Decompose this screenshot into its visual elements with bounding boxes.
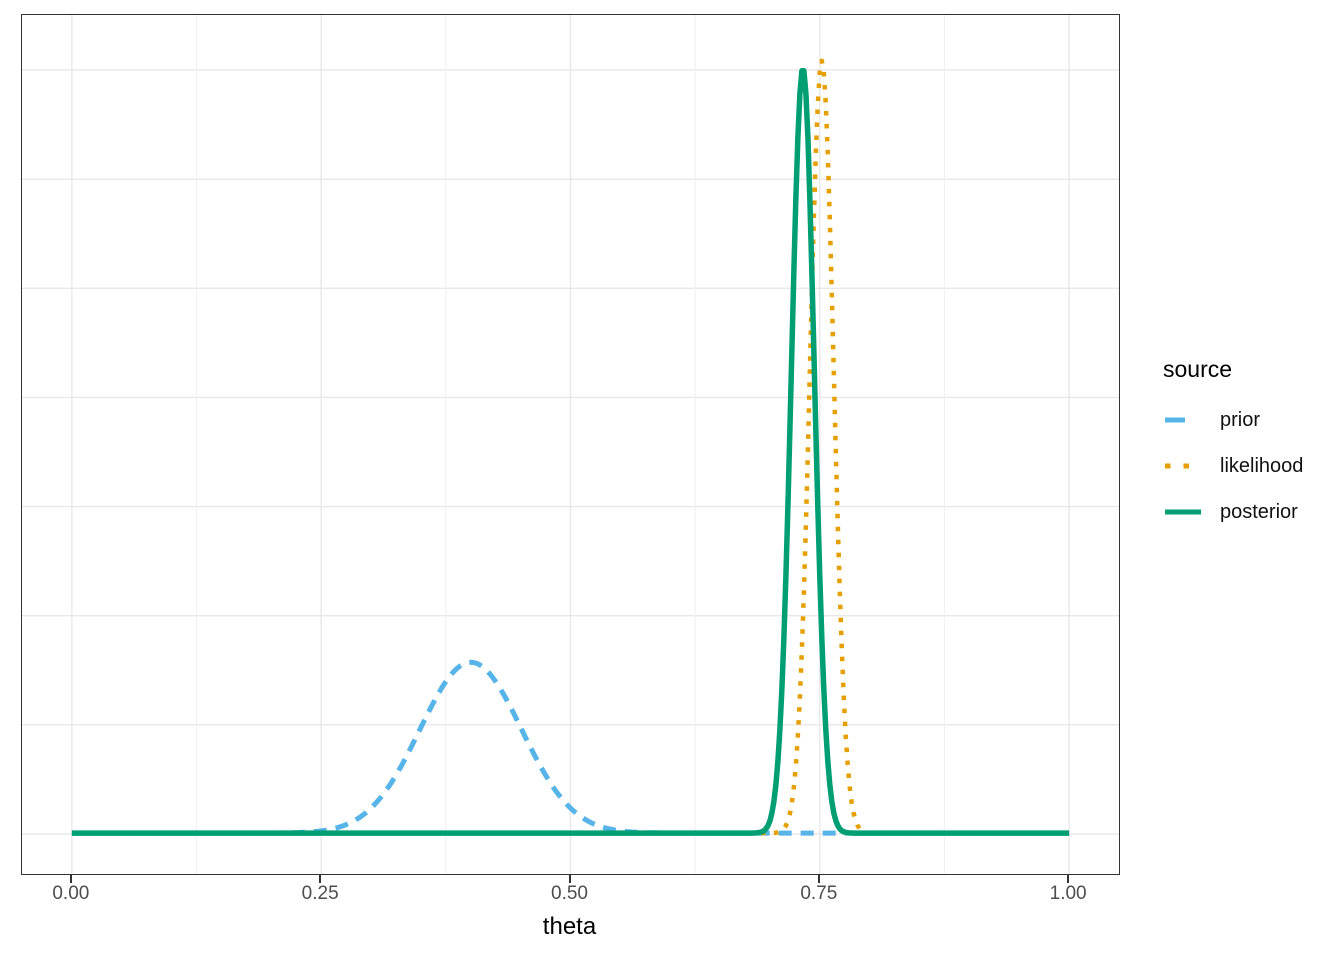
x-tick-label: 1.00 <box>1049 883 1087 904</box>
x-tick-label: 0.50 <box>551 883 588 904</box>
x-tick-mark <box>69 875 72 883</box>
x-tick-mark <box>568 875 571 883</box>
x-tick-mark <box>319 875 322 883</box>
legend-item-likelihood: likelihood <box>1163 443 1303 489</box>
posterior-line-key-icon <box>1165 509 1201 515</box>
legend-title: source <box>1163 356 1233 382</box>
plot-panel <box>21 14 1120 875</box>
legend-label-likelihood: likelihood <box>1220 454 1304 477</box>
prior-line-key-icon <box>1165 417 1201 423</box>
x-axis-title: theta <box>542 913 597 940</box>
legend-label-posterior: posterior <box>1220 500 1298 523</box>
legend-item-prior: prior <box>1163 397 1303 443</box>
x-tick-mark <box>817 875 820 883</box>
posterior-curve <box>71 68 1070 836</box>
x-tick-label: 0.25 <box>301 883 339 904</box>
x-tick-label: 0.00 <box>52 883 90 904</box>
x-tick-mark <box>1067 875 1070 883</box>
chart-canvas <box>22 15 1119 874</box>
legend: source prior likelihood posterior <box>1163 356 1303 535</box>
likelihood-line-key-icon <box>1165 463 1201 469</box>
legend-item-posterior: posterior <box>1163 489 1303 535</box>
x-tick-label: 0.75 <box>800 883 838 904</box>
legend-label-prior: prior <box>1220 408 1261 431</box>
